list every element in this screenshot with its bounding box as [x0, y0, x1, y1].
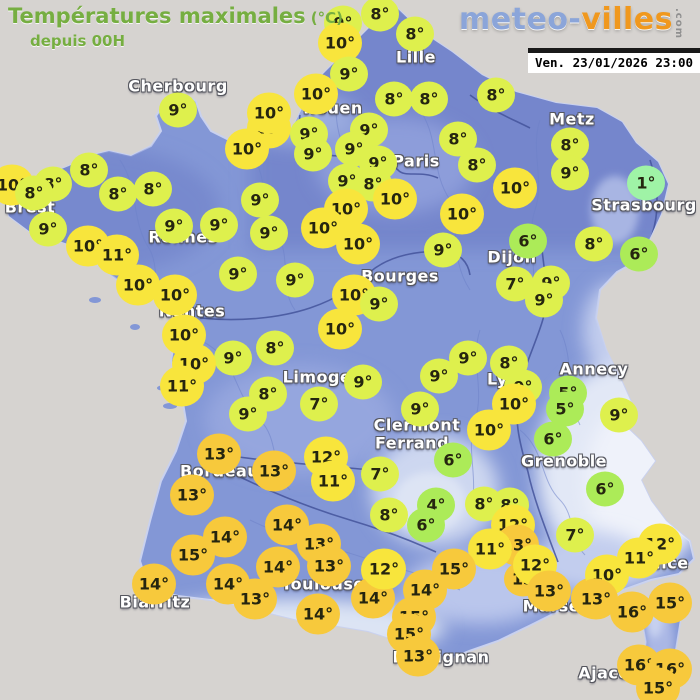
temp-bubble: 11° [160, 365, 204, 407]
temp-bubble: 8° [70, 152, 108, 188]
temp-bubble: 11° [311, 460, 355, 502]
temp-bubble: 9° [424, 232, 462, 268]
temp-bubble: 13° [252, 450, 296, 492]
temp-bubble: 6° [407, 507, 445, 543]
temp-bubble: 15° [432, 548, 476, 590]
temp-bubble: 9° [360, 286, 398, 322]
temp-bubble: 9° [241, 182, 279, 218]
temp-bubble: 10° [467, 409, 511, 451]
temp-bubble: 6° [509, 223, 547, 259]
city-label-ferrand: Ferrand [374, 433, 450, 453]
temp-bubble: 16° [610, 591, 654, 633]
temp-bubble: 10° [373, 178, 417, 220]
temp-bubble: 9° [219, 256, 257, 292]
temp-bubble: 9° [344, 364, 382, 400]
temp-bubble: 10° [440, 193, 484, 235]
temp-bubble: 6° [620, 236, 658, 272]
temp-bubble: 9° [214, 340, 252, 376]
temp-bubble: 8° [439, 121, 477, 157]
temp-bubble: 15° [636, 667, 680, 700]
temp-bubble: 6° [534, 421, 572, 457]
temp-bubble: 13° [197, 433, 241, 475]
temp-bubble: 13° [527, 570, 571, 612]
temp-bubble: 10° [116, 264, 160, 306]
temp-bubble: 7° [300, 386, 338, 422]
temp-bubble: 15° [648, 582, 692, 624]
logo-part2: villes [581, 2, 673, 37]
temp-bubble: 8° [375, 81, 413, 117]
temp-bubble: 9° [420, 358, 458, 394]
temp-bubble: 9° [276, 262, 314, 298]
temp-bubble: 9° [159, 92, 197, 128]
city-label-annecy: Annecy [559, 359, 629, 379]
temp-bubble: 9° [525, 282, 563, 318]
temp-bubble: 8° [99, 176, 137, 212]
temp-bubble: 10° [294, 73, 338, 115]
temp-bubble: 1° [627, 165, 665, 201]
temp-bubble: 8° [370, 497, 408, 533]
temp-bubble: 6° [434, 442, 472, 478]
logo-part1: meteo- [459, 2, 582, 37]
temp-bubble: 10° [153, 274, 197, 316]
title-text: Températures maximales [8, 4, 306, 28]
temp-bubble: 8° [361, 0, 399, 32]
temp-bubble: 8° [249, 376, 287, 412]
temp-bubble: 9° [551, 155, 589, 191]
temp-bubble: 8° [396, 16, 434, 52]
temp-bubble: 8° [477, 77, 515, 113]
temp-bubble: 5° [546, 391, 584, 427]
temp-bubble: 9° [330, 56, 368, 92]
temp-bubble: 9° [600, 397, 638, 433]
city-label-bourges: Bourges [361, 266, 439, 286]
city-label-paris: Paris [392, 151, 440, 171]
temp-bubble: 9° [29, 211, 67, 247]
temp-bubble: 8° [256, 330, 294, 366]
temp-bubble: 9° [155, 208, 193, 244]
temp-bubble: 13° [396, 635, 440, 677]
temp-bubble: 9° [250, 215, 288, 251]
temp-bubble: 7° [361, 456, 399, 492]
temp-bubble: 8° [575, 226, 613, 262]
temp-bubble: 14° [132, 563, 176, 605]
title-unit: (°C) [310, 9, 343, 27]
temp-bubble: 8° [15, 175, 53, 211]
temp-bubble: 15° [171, 534, 215, 576]
temp-bubble: 13° [170, 474, 214, 516]
logo-suffix: .com [673, 8, 684, 40]
temp-bubble: 9° [294, 136, 332, 172]
city-label-cherbourg: Cherbourg [128, 76, 228, 96]
title-subtitle: depuis 00H [30, 32, 126, 50]
temp-bubble: 13° [233, 578, 277, 620]
temp-bubble: 9° [200, 207, 238, 243]
temp-bubble: 10° [247, 92, 291, 134]
city-label-grenoble: Grenoble [520, 451, 608, 471]
temp-bubble: 7° [556, 517, 594, 553]
temp-bubble: 8° [134, 171, 172, 207]
temp-bubble: 10° [225, 128, 269, 170]
city-label-strasbourg: Strasbourg [591, 195, 697, 215]
meteo-villes-logo[interactable]: meteo-villes.com [459, 2, 684, 39]
city-label-metz: Metz [549, 109, 595, 129]
temp-bubble: 8° [410, 81, 448, 117]
temp-bubble: 10° [493, 167, 537, 209]
city-label-lille: Lille [396, 47, 436, 67]
city-label-limoges: Limoges [282, 367, 362, 387]
temp-bubble: 12° [362, 548, 406, 590]
temp-bubble: 13° [307, 545, 351, 587]
temp-bubble: 10° [336, 223, 380, 265]
temp-bubble: 10° [318, 308, 362, 350]
page-title: Températures maximales (°C) depuis 00H [8, 4, 343, 50]
temp-bubble: 14° [296, 593, 340, 635]
temp-bubble: 8° [458, 147, 496, 183]
timestamp-box: Ven. 23/01/2026 23:00 [527, 48, 700, 73]
temp-bubble: 9° [401, 391, 439, 427]
temp-bubble: 6° [586, 471, 624, 507]
temp-bubble: 11° [468, 528, 512, 570]
